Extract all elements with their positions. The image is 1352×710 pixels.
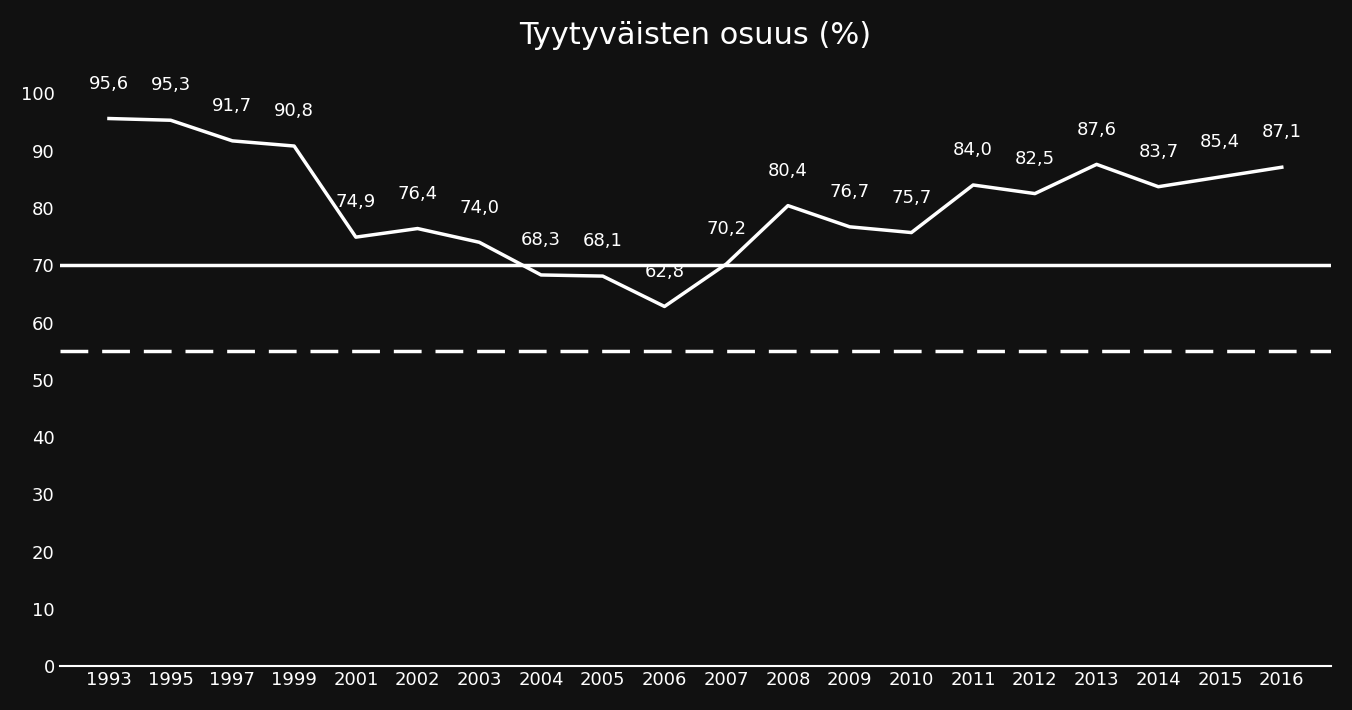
- Text: 95,6: 95,6: [89, 75, 128, 93]
- Text: 68,3: 68,3: [521, 231, 561, 249]
- Text: 95,3: 95,3: [150, 77, 191, 94]
- Text: 85,4: 85,4: [1201, 133, 1240, 151]
- Text: 83,7: 83,7: [1138, 143, 1179, 161]
- Text: 74,9: 74,9: [335, 193, 376, 212]
- Text: 75,7: 75,7: [891, 189, 932, 207]
- Text: 74,0: 74,0: [460, 199, 499, 217]
- Text: 84,0: 84,0: [953, 141, 994, 159]
- Title: Tyytyväisten osuus (%): Tyytyväisten osuus (%): [519, 21, 872, 50]
- Text: 76,4: 76,4: [397, 185, 438, 203]
- Text: 76,7: 76,7: [830, 183, 869, 201]
- Text: 80,4: 80,4: [768, 162, 808, 180]
- Text: 91,7: 91,7: [212, 97, 253, 115]
- Text: 90,8: 90,8: [274, 102, 314, 120]
- Text: 87,6: 87,6: [1076, 121, 1117, 138]
- Text: 87,1: 87,1: [1261, 124, 1302, 141]
- Text: 82,5: 82,5: [1015, 150, 1055, 168]
- Text: 68,1: 68,1: [583, 232, 623, 251]
- Text: 70,2: 70,2: [706, 220, 746, 239]
- Text: 62,8: 62,8: [645, 263, 684, 280]
